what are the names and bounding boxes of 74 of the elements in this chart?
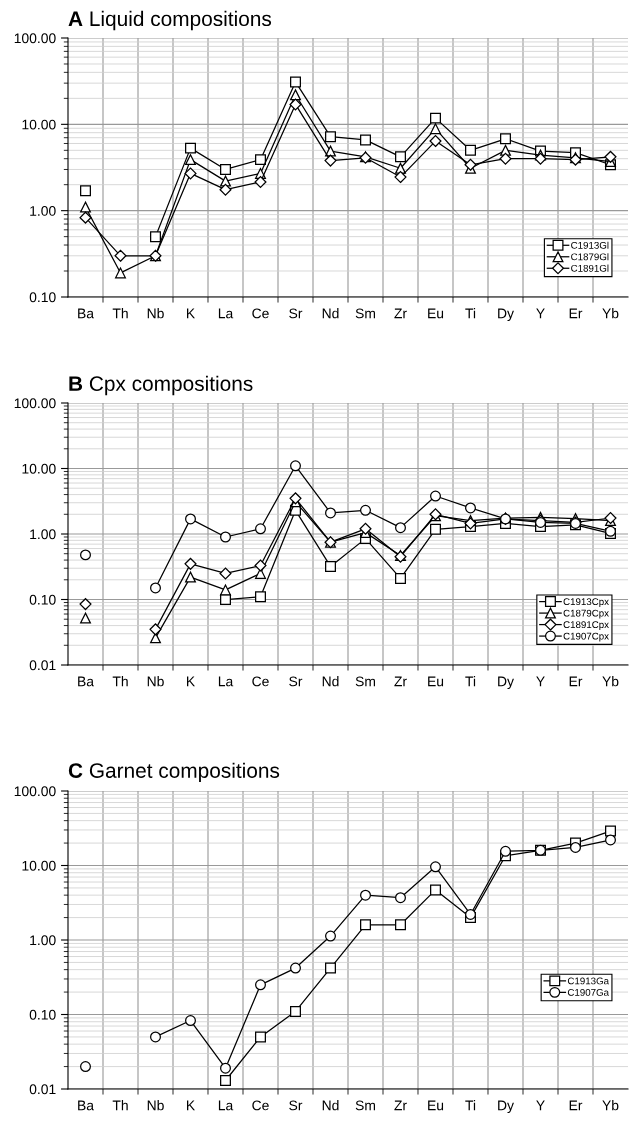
x-tick-label: Ce: [252, 1100, 269, 1111]
x-tick-label: K: [187, 1100, 195, 1111]
y-tick-label: 0.10: [29, 1009, 56, 1020]
x-tick-label: Eu: [428, 1100, 444, 1111]
x-tick-label: Sm: [355, 1100, 375, 1111]
x-tick-label: Ti: [465, 308, 476, 319]
x-tick-label: Dy: [498, 308, 514, 322]
x-tick-label: Zr: [394, 1100, 407, 1111]
x-tick-label: Th: [112, 676, 128, 687]
x-tick-label: Ba: [78, 1100, 94, 1111]
x-tick-label: Nd: [322, 308, 339, 319]
x-tick-label: Nd: [322, 676, 339, 687]
x-tick-label: Y: [536, 1100, 545, 1111]
x-tick-label: Nb: [147, 1100, 164, 1111]
x-tick-label: Sm: [355, 676, 375, 687]
x-tick-label: Th: [112, 308, 128, 319]
x-tick-label: Dy: [498, 676, 514, 690]
x-tick-label: Nb: [147, 308, 164, 319]
y-tick-label: 10.00: [22, 463, 56, 474]
x-tick-label: Ba: [78, 308, 94, 319]
legend-label: C1907Ga: [567, 988, 610, 996]
x-tick-label: Eu: [428, 676, 444, 687]
x-tick-label: K: [187, 676, 195, 687]
x-tick-label: Er: [569, 1100, 583, 1111]
x-tick-label: Yb: [602, 676, 619, 687]
legend-label: C1879Gl: [571, 253, 609, 261]
chart-title: C Garnet compositions: [68, 762, 280, 783]
legend-label: C1907Cpx: [563, 632, 609, 642]
y-tick-label: 10.00: [22, 860, 56, 871]
x-tick-label: Dy: [498, 1100, 514, 1114]
x-tick-label: Ce: [252, 676, 269, 687]
x-tick-label: Yb: [602, 1100, 619, 1111]
x-tick-label: Eu: [428, 308, 444, 319]
y-tick-label: 100.00: [14, 33, 56, 44]
x-tick-label: Ti: [465, 1100, 476, 1111]
x-tick-label: Th: [112, 1100, 128, 1111]
x-tick-label: Y: [536, 676, 545, 687]
x-tick-label: La: [218, 308, 234, 319]
y-tick-label: 0.10: [29, 292, 56, 303]
x-tick-label: La: [218, 676, 234, 687]
chart-title: B Cpx compositions: [69, 375, 253, 396]
y-tick-label: 100.00: [14, 398, 56, 409]
chart-title: A Liquid compositions: [68, 10, 272, 31]
x-tick-label: Sr: [289, 676, 303, 687]
x-tick-label: Ba: [78, 676, 94, 687]
x-tick-label: Yb: [602, 308, 619, 319]
x-tick-label: Nb: [147, 676, 164, 687]
y-tick-label: 1.00: [30, 529, 56, 540]
legend-label: C1913Cpx: [563, 598, 609, 608]
x-tick-label: Zr: [394, 676, 407, 687]
legend-label: C1879Cpx: [563, 609, 609, 619]
x-tick-label: La: [218, 1100, 234, 1111]
x-tick-label: Ce: [252, 308, 269, 319]
x-tick-label: Sr: [289, 1100, 303, 1111]
x-tick-label: Y: [536, 308, 545, 319]
x-tick-label: Nd: [322, 1100, 339, 1111]
x-tick-label: Sm: [355, 308, 375, 319]
y-tick-label: 0.01: [29, 660, 56, 671]
x-tick-label: Zr: [394, 308, 407, 319]
x-tick-label: K: [187, 308, 195, 319]
x-tick-label: Ti: [465, 676, 476, 687]
y-tick-label: 10.00: [22, 119, 56, 130]
y-tick-label: 0.01: [29, 1084, 56, 1095]
legend-label: C1913Gl: [571, 241, 609, 249]
y-tick-label: 100.00: [14, 786, 56, 797]
y-tick-label: 1.00: [30, 935, 56, 946]
y-tick-label: 1.00: [30, 206, 56, 216]
y-tick-label: 0.10: [29, 594, 56, 605]
legend-label: C1891Gl: [571, 264, 609, 272]
x-tick-label: Er: [569, 308, 583, 319]
x-tick-label: Sr: [289, 308, 303, 319]
x-tick-label: Er: [569, 676, 583, 687]
legend-label: C1913Ga: [567, 977, 610, 985]
legend-label: C1891Cpx: [563, 621, 609, 631]
